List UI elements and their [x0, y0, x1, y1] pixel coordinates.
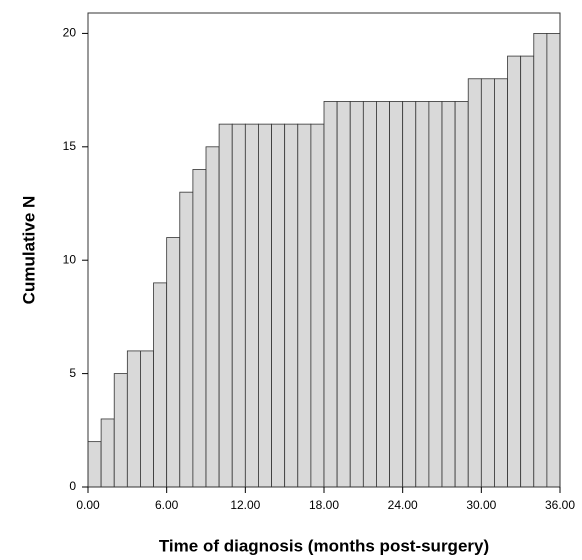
bar [284, 123, 299, 488]
bar [205, 146, 220, 488]
x-tick-label: 6.00 [155, 498, 179, 512]
bar [244, 123, 259, 488]
bar [271, 123, 286, 488]
bar [297, 123, 312, 488]
x-tick-label: 12.00 [230, 498, 260, 512]
bar [179, 191, 194, 488]
bar [389, 101, 404, 488]
bar [441, 101, 456, 488]
bar [494, 78, 508, 488]
bar [454, 101, 469, 488]
bar [428, 101, 443, 488]
bar [376, 101, 390, 488]
bar [153, 282, 168, 488]
bar [113, 373, 128, 488]
bar [258, 123, 272, 488]
bar [100, 418, 115, 488]
bar [467, 78, 482, 488]
bar [87, 441, 102, 488]
x-tick-label: 30.00 [466, 498, 496, 512]
bar [507, 55, 522, 488]
bar [126, 350, 141, 488]
x-tick-label: 36.00 [545, 498, 575, 512]
bar [192, 169, 207, 488]
y-tick-label: 10 [63, 252, 77, 266]
x-tick-label: 0.00 [76, 498, 100, 512]
x-axis-title: Time of diagnosis (months post-surgery) [159, 536, 489, 555]
bar [520, 55, 535, 488]
bar [140, 350, 154, 488]
bar [362, 101, 377, 488]
y-tick-label: 5 [69, 366, 76, 380]
y-axis-title: Cumulative N [19, 196, 38, 305]
bar [349, 101, 364, 488]
bar [336, 101, 351, 488]
bar [231, 123, 246, 488]
bar [402, 101, 417, 488]
bar [480, 78, 495, 488]
bar [218, 123, 233, 488]
x-tick-label: 18.00 [309, 498, 339, 512]
bar [310, 123, 325, 488]
bar [546, 33, 561, 488]
bar [323, 101, 338, 488]
bar [533, 33, 548, 488]
x-tick-label: 24.00 [388, 498, 418, 512]
bar [166, 237, 181, 488]
bar [415, 101, 430, 488]
y-tick-label: 15 [63, 139, 77, 153]
y-tick-label: 0 [69, 479, 76, 493]
y-tick-label: 20 [63, 26, 77, 40]
